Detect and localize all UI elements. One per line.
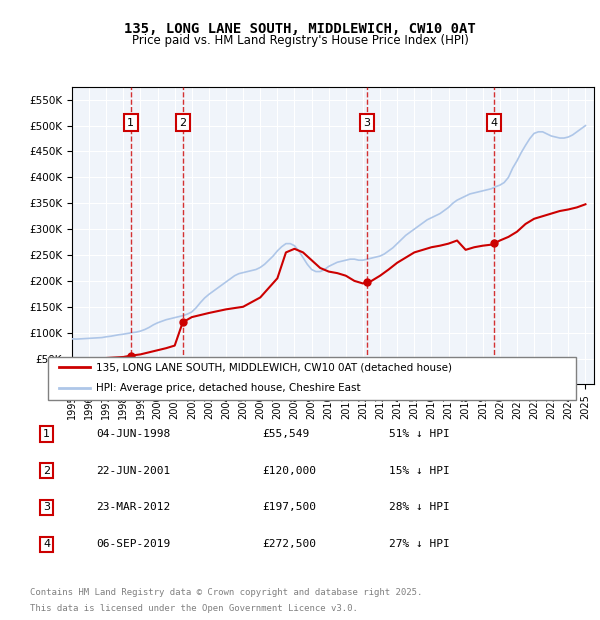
Text: This data is licensed under the Open Government Licence v3.0.: This data is licensed under the Open Gov…: [30, 604, 358, 613]
FancyBboxPatch shape: [48, 356, 576, 400]
Text: 3: 3: [363, 118, 370, 128]
Text: HPI: Average price, detached house, Cheshire East: HPI: Average price, detached house, Ches…: [95, 383, 360, 392]
Text: 27% ↓ HPI: 27% ↓ HPI: [389, 539, 449, 549]
Text: 51% ↓ HPI: 51% ↓ HPI: [389, 429, 449, 439]
Text: £197,500: £197,500: [262, 502, 316, 513]
Text: 15% ↓ HPI: 15% ↓ HPI: [389, 466, 449, 476]
Text: 28% ↓ HPI: 28% ↓ HPI: [389, 502, 449, 513]
Text: 4: 4: [491, 118, 498, 128]
Text: 2: 2: [179, 118, 186, 128]
Text: 23-MAR-2012: 23-MAR-2012: [96, 502, 170, 513]
Text: 4: 4: [43, 539, 50, 549]
Text: 06-SEP-2019: 06-SEP-2019: [96, 539, 170, 549]
Text: 3: 3: [43, 502, 50, 513]
Text: 04-JUN-1998: 04-JUN-1998: [96, 429, 170, 439]
Text: Contains HM Land Registry data © Crown copyright and database right 2025.: Contains HM Land Registry data © Crown c…: [30, 588, 422, 597]
Text: 22-JUN-2001: 22-JUN-2001: [96, 466, 170, 476]
Text: Price paid vs. HM Land Registry's House Price Index (HPI): Price paid vs. HM Land Registry's House …: [131, 34, 469, 47]
Text: 1: 1: [43, 429, 50, 439]
Text: 135, LONG LANE SOUTH, MIDDLEWICH, CW10 0AT: 135, LONG LANE SOUTH, MIDDLEWICH, CW10 0…: [124, 22, 476, 36]
Text: £120,000: £120,000: [262, 466, 316, 476]
Text: 2: 2: [43, 466, 50, 476]
Text: 135, LONG LANE SOUTH, MIDDLEWICH, CW10 0AT (detached house): 135, LONG LANE SOUTH, MIDDLEWICH, CW10 0…: [95, 362, 452, 373]
Text: £272,500: £272,500: [262, 539, 316, 549]
Text: £55,549: £55,549: [262, 429, 309, 439]
Text: 1: 1: [127, 118, 134, 128]
